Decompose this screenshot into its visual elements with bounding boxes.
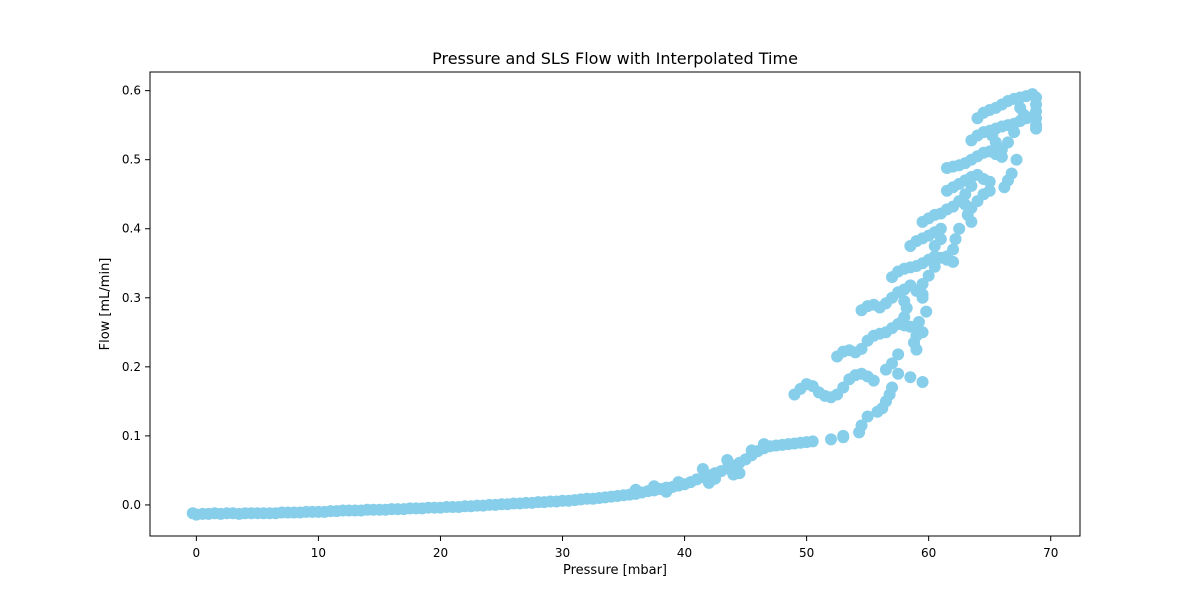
scatter-point (1010, 153, 1023, 166)
scatter-point (696, 463, 709, 476)
scatter-point (1008, 126, 1021, 139)
scatter-point (837, 381, 850, 394)
x-tick-label: 30 (555, 546, 570, 560)
y-tick-label: 0.4 (122, 222, 141, 236)
scatter-point (965, 215, 978, 228)
scatter-point (949, 233, 962, 246)
scatter-point (934, 222, 947, 235)
scatter-point (702, 476, 715, 489)
scatter-point (672, 476, 685, 489)
scatter-point (965, 179, 978, 192)
chart-title: Pressure and SLS Flow with Interpolated … (432, 49, 798, 68)
scatter-point (721, 454, 734, 467)
plot-area-frame (149, 71, 1081, 537)
scatter-point (916, 277, 929, 290)
scatter-point (853, 426, 866, 439)
x-axis-label: Pressure [mbar] (563, 563, 667, 578)
scatter-point (871, 405, 884, 418)
y-axis-ticks: 0.0 0.1 0.2 0.3 0.4 0.5 0.6 (122, 84, 150, 512)
scatter-point (727, 468, 740, 481)
scatter-point (920, 305, 933, 318)
y-tick-label: 0.6 (122, 84, 141, 98)
scatter-point (910, 343, 923, 356)
scatter-point (998, 181, 1011, 194)
scatter-point (912, 315, 925, 328)
y-tick-label: 0.1 (122, 429, 141, 443)
y-tick-label: 0.5 (122, 153, 141, 167)
x-tick-label: 10 (311, 546, 326, 560)
points-layer (186, 88, 1043, 521)
x-tick-label: 70 (1043, 546, 1058, 560)
x-tick-label: 50 (799, 546, 814, 560)
scatter-point (953, 222, 966, 235)
scatter-point (934, 233, 947, 246)
scatter-point (892, 348, 905, 361)
scatter-point (1030, 122, 1043, 135)
scatter-point (986, 129, 999, 142)
scatter-point (904, 371, 917, 384)
scatter-point (745, 444, 758, 457)
scatter-point (892, 367, 905, 380)
x-tick-label: 20 (433, 546, 448, 560)
y-tick-label: 0.0 (122, 498, 141, 512)
scatter-point (959, 188, 972, 201)
y-tick-label: 0.2 (122, 360, 141, 374)
x-tick-label: 0 (193, 546, 201, 560)
x-tick-label: 40 (677, 546, 692, 560)
scatter-point (855, 342, 868, 355)
scatter-point (861, 410, 874, 423)
scatter-point (916, 291, 929, 304)
scatter-point (825, 433, 838, 446)
x-tick-label: 60 (921, 546, 936, 560)
scatter-point (648, 480, 661, 493)
scatter-point (629, 483, 642, 496)
scatter-point (922, 269, 935, 282)
y-axis-label: Flow [mL/min] (98, 258, 113, 351)
scatter-point (928, 260, 941, 273)
x-axis-ticks: 0 10 20 30 40 50 60 70 (193, 536, 1058, 560)
y-tick-label: 0.3 (122, 291, 141, 305)
scatter-point (916, 376, 929, 389)
scatter-point (900, 302, 913, 315)
scatter-point (660, 485, 673, 498)
scatter-point (895, 315, 908, 328)
scatter-point (867, 374, 880, 387)
scatter-point (1014, 101, 1027, 114)
scatter-point (940, 250, 953, 263)
scatter-point (879, 363, 892, 376)
scatter-point (757, 438, 770, 451)
scatter-point (837, 429, 850, 442)
scatter-point (983, 175, 996, 188)
scatter-point (806, 435, 819, 448)
